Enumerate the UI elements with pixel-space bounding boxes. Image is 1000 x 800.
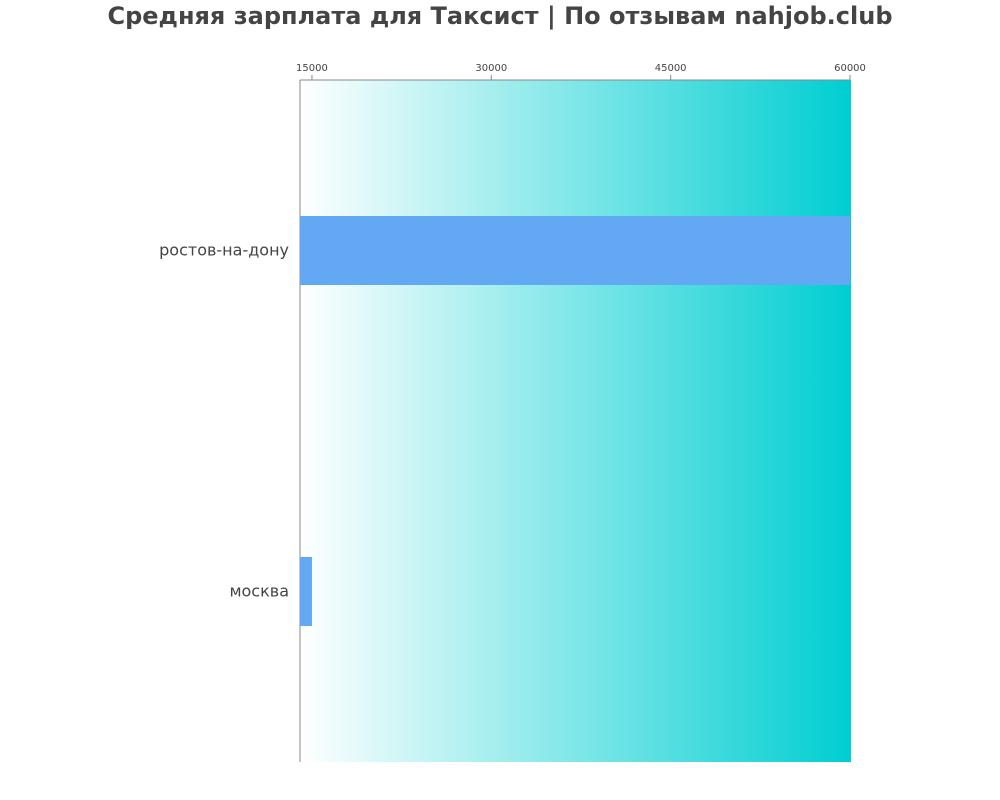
category-label: ростов-на-дону: [159, 241, 289, 260]
plot-background: [300, 80, 851, 762]
x-tick-label: 15000: [296, 63, 328, 74]
bar-ростов-на-дону: [300, 216, 850, 285]
x-tick-label: 45000: [655, 63, 687, 74]
chart-title: Средняя зарплата для Таксист | По отзыва…: [107, 2, 893, 30]
category-label: москва: [229, 582, 289, 601]
x-tick-label: 60000: [834, 63, 866, 74]
x-tick-label: 30000: [475, 63, 507, 74]
bar-москва: [300, 557, 312, 626]
